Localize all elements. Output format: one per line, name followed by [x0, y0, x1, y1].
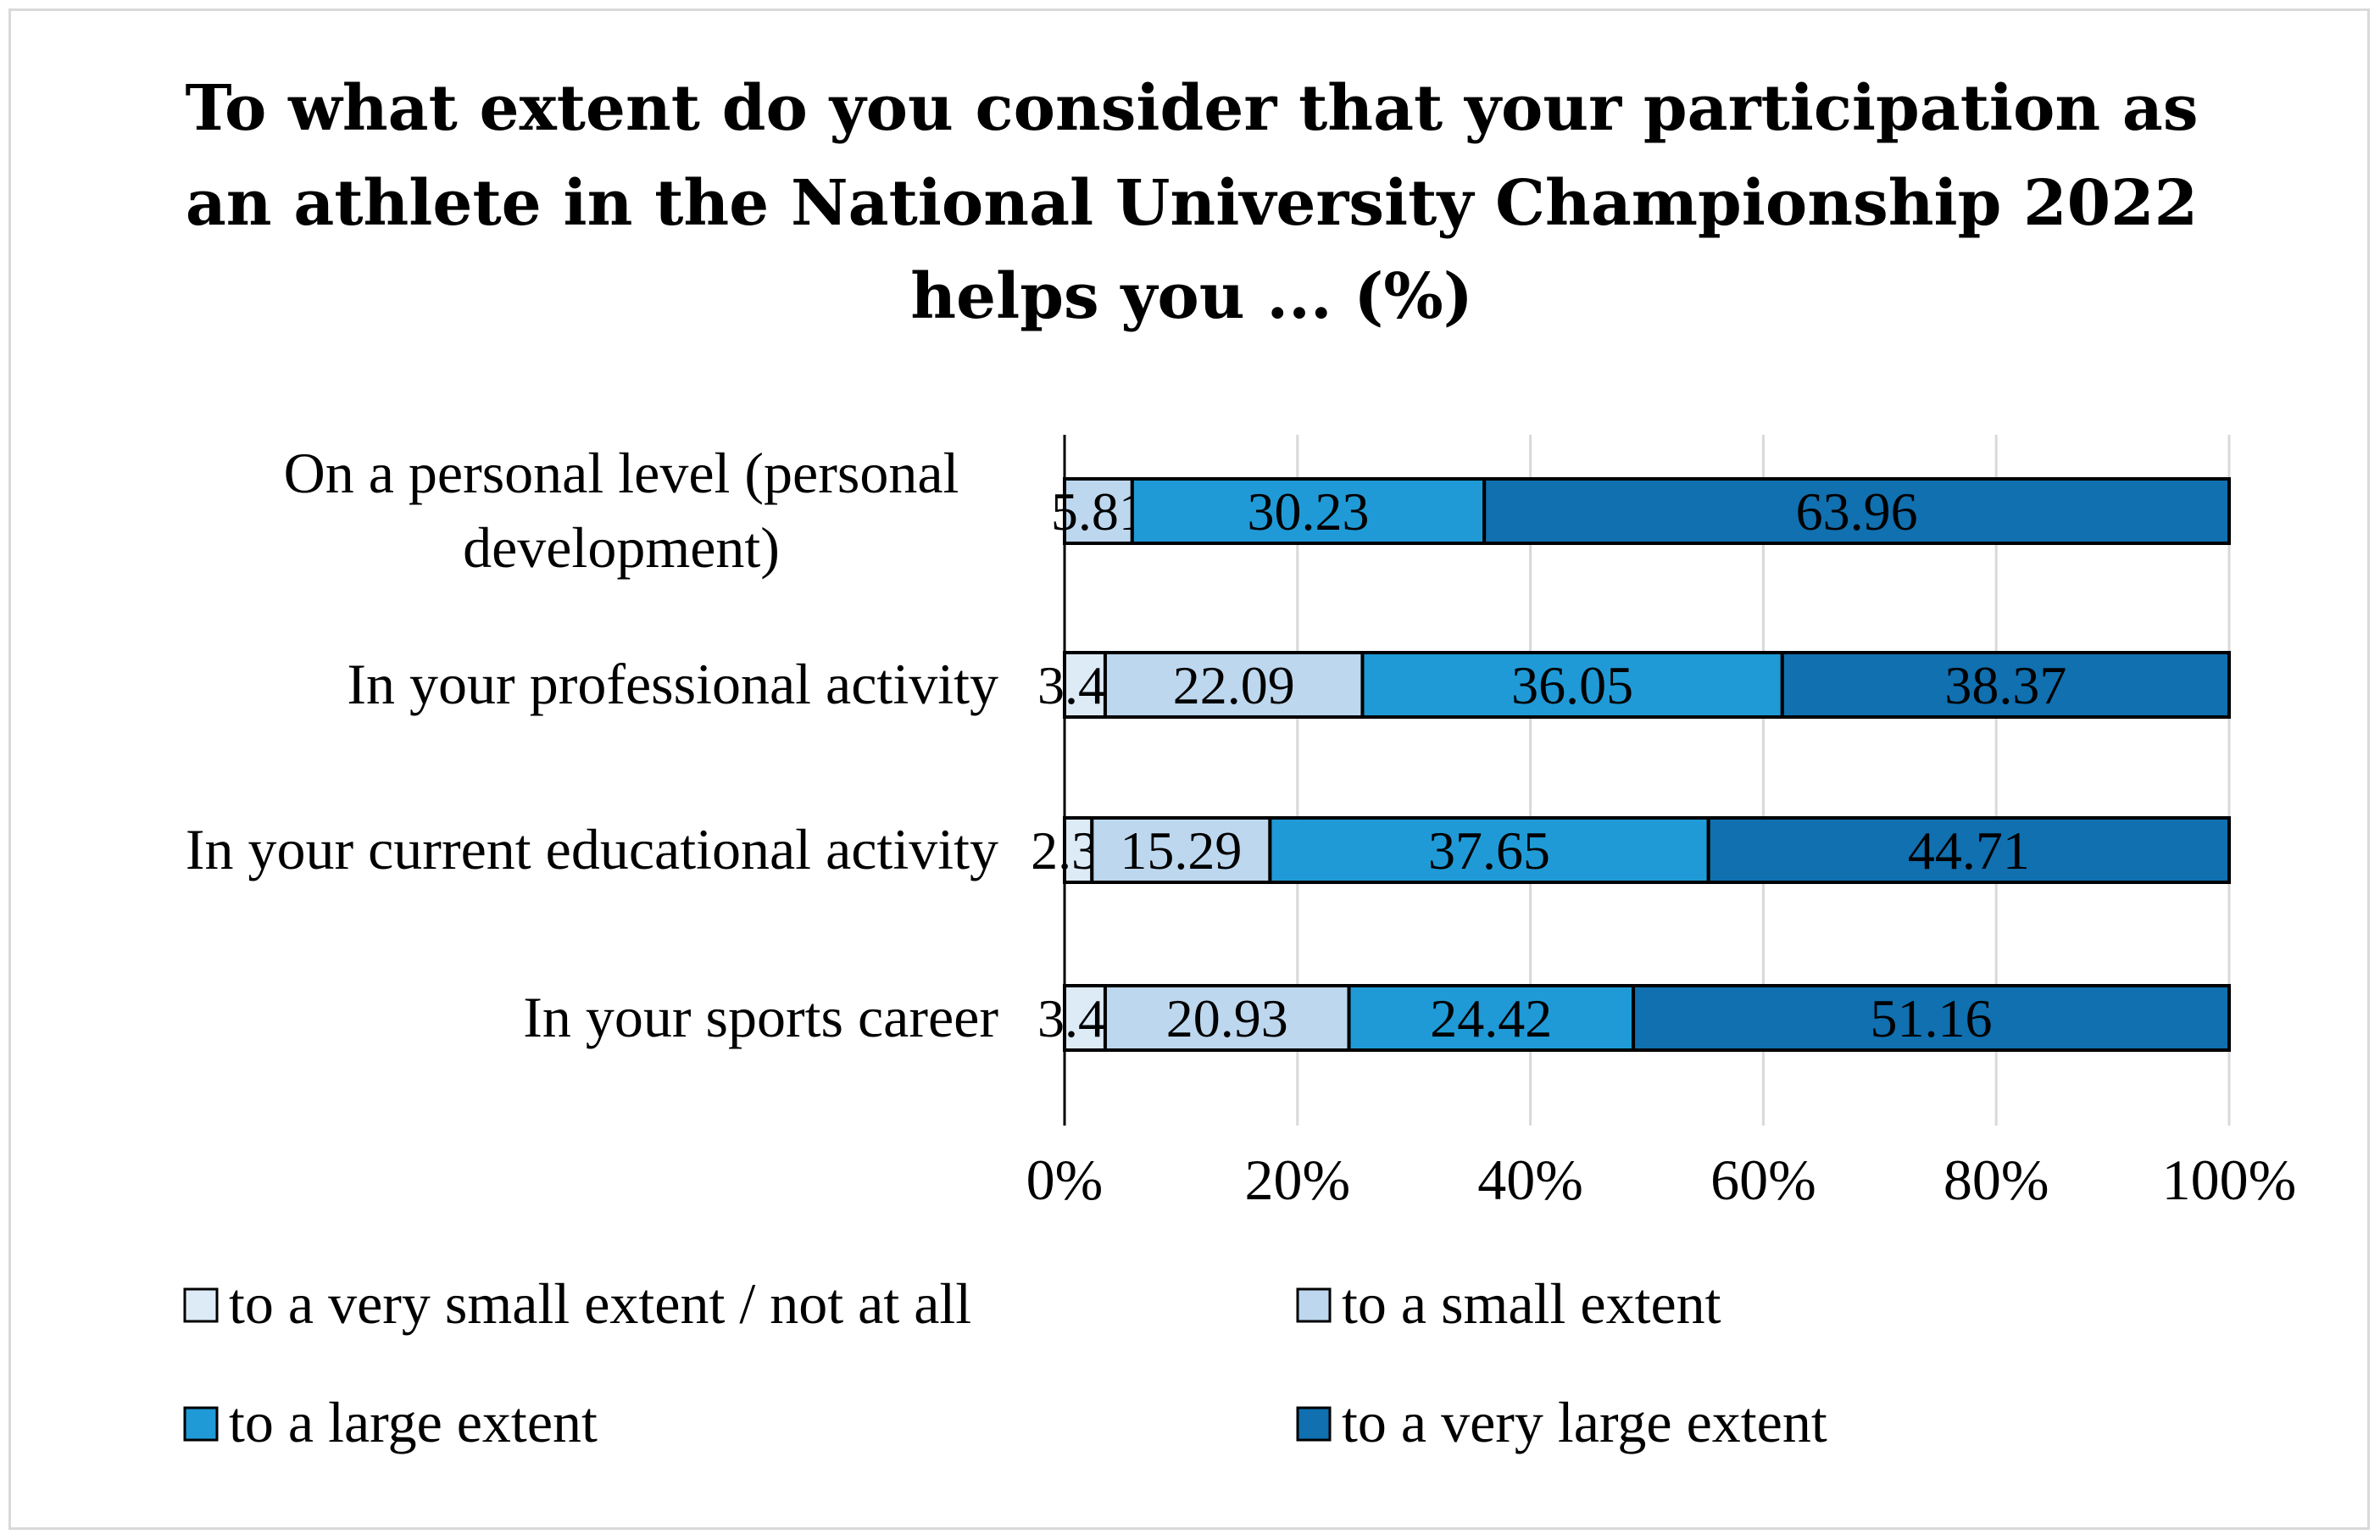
chart-frame: To what extent do you consider that your… [8, 8, 2370, 1530]
data-label: 63.96 [1796, 481, 1918, 542]
bar-segment [1103, 984, 1351, 1052]
bar-segment [1103, 651, 1365, 719]
x-tick-label: 60% [1710, 1148, 1816, 1212]
category-label: In your current educational activity [186, 817, 998, 881]
bar-segment [1130, 477, 1487, 545]
data-label: 5.81 [1051, 481, 1146, 542]
data-label: 22.09 [1173, 655, 1295, 715]
bar-segment [1780, 651, 2231, 719]
category-label: On a personal level (personal [284, 441, 959, 505]
legend-label: to a large extent [229, 1390, 598, 1454]
category-label: In your sports career [523, 985, 998, 1049]
data-label: 51.16 [1871, 988, 1993, 1048]
stacked-bar-chart: To what extent do you consider that your… [183, 72, 2297, 1454]
legend-swatch [183, 1406, 219, 1442]
legend-label: to a small extent [1342, 1271, 1721, 1336]
data-label: 37.65 [1428, 820, 1550, 881]
legend-swatch [183, 1287, 219, 1323]
data-label: 30.23 [1248, 481, 1370, 542]
bar-segment [1482, 477, 2231, 545]
bar-segment [1360, 651, 1784, 719]
data-label: 20.93 [1166, 988, 1288, 1048]
data-label: 36.05 [1511, 655, 1633, 715]
bar-segment [1632, 984, 2232, 1052]
x-tick-labels: 0% 20% 40% 60% 80% 100% [1026, 1148, 2297, 1212]
legend-swatch [1296, 1406, 1332, 1442]
bars: 5.81 30.23 63.963.49 22.09 36.05 38.372.3515.… [1031, 477, 2232, 1052]
data-label: 15.29 [1120, 820, 1242, 881]
x-tick-label: 0% [1026, 1148, 1104, 1212]
x-tick-label: 40% [1477, 1148, 1583, 1212]
category-labels: On a personal level (personal development… [186, 441, 999, 1049]
title-line-2: an athlete in the National University Ch… [186, 167, 2198, 240]
data-label: 44.71 [1908, 820, 2030, 881]
legend: to a very small extent / not at all to a … [183, 1271, 1827, 1454]
legend-label: to a very small extent / not at all [229, 1271, 971, 1336]
x-tick-label: 100% [2162, 1148, 2297, 1212]
title-line-1: To what extent do you consider that your… [185, 72, 2198, 145]
chart-title: To what extent do you consider that your… [185, 72, 2198, 333]
x-tick-label: 20% [1244, 1148, 1350, 1212]
legend-label: to a very large extent [1342, 1390, 1827, 1454]
data-label: 38.37 [1944, 655, 2066, 715]
bar-segment [1706, 816, 2231, 884]
data-label: 24.42 [1430, 988, 1552, 1048]
category-label: In your professional activity [347, 652, 998, 716]
bar-segment [1090, 816, 1272, 884]
legend-swatch [1296, 1287, 1332, 1323]
category-label: development) [463, 515, 780, 580]
title-line-3: helps you ... (%) [910, 260, 1472, 333]
bar-segment [1063, 477, 1134, 545]
x-tick-label: 80% [1943, 1148, 2049, 1212]
